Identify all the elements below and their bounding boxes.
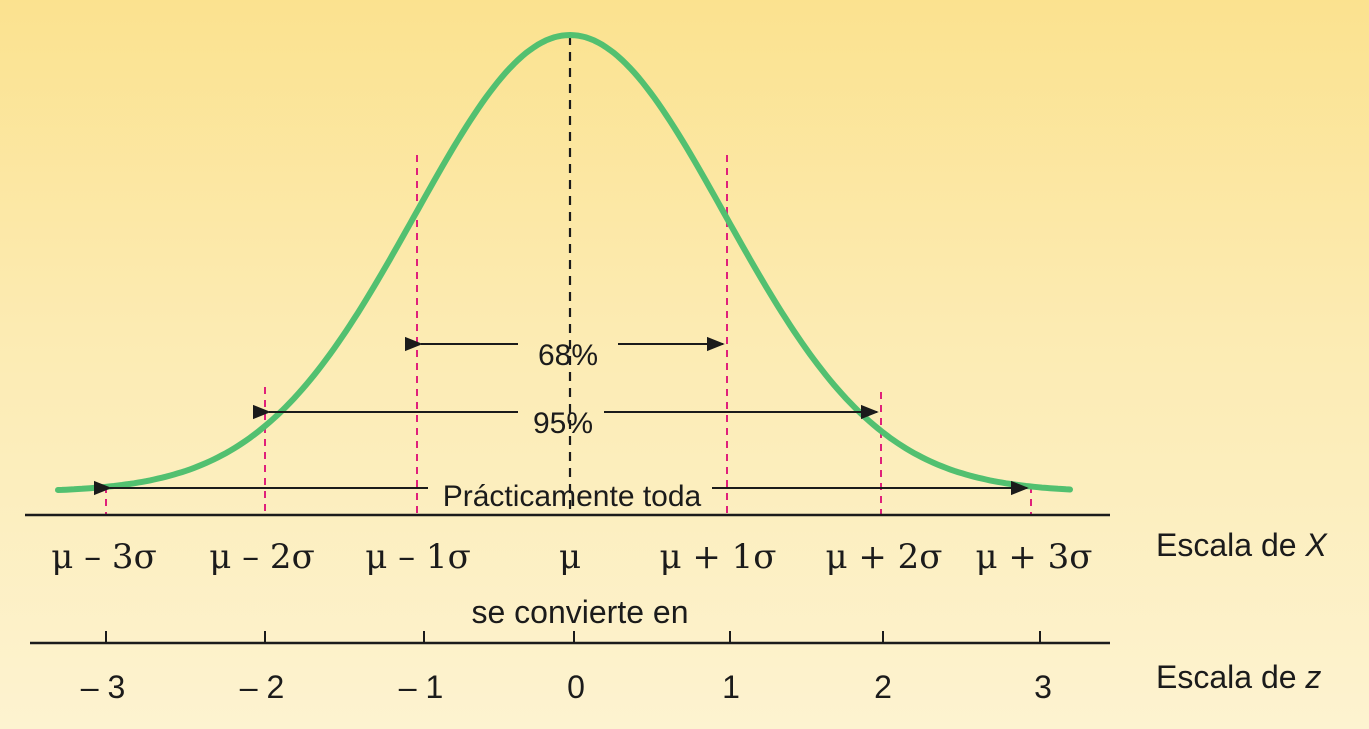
z-tick-label: – 3 xyxy=(81,669,125,705)
x-tick-label: μ – 3σ xyxy=(51,537,157,577)
z-tick-label: – 1 xyxy=(399,669,443,705)
label-95: 95% xyxy=(533,407,593,440)
x-tick-label: μ – 2σ xyxy=(209,537,315,577)
normal-curve xyxy=(55,31,1073,493)
z-tick-label: 3 xyxy=(1034,669,1052,705)
label-all: Prácticamente toda xyxy=(443,480,702,513)
x-scale-title: Escala de X xyxy=(1156,527,1328,563)
z-scale-ticks: – 3 – 2 – 1 0 1 2 3 xyxy=(81,669,1052,705)
x-tick-label: μ + 3σ xyxy=(975,537,1092,577)
x-scale-ticks: μ – 3σ μ – 2σ μ – 1σ μ μ + 1σ μ + 2σ μ +… xyxy=(51,537,1092,577)
z-tick-label: 1 xyxy=(722,669,740,705)
connector-text: se convierte en xyxy=(471,594,688,630)
x-tick-label: μ + 2σ xyxy=(825,537,942,577)
x-tick-label: μ – 1σ xyxy=(365,537,471,577)
x-tick-label: μ xyxy=(559,537,581,577)
z-scale-tick-marks xyxy=(105,631,1041,643)
x-tick-label: μ + 1σ xyxy=(659,537,776,577)
z-tick-label: 2 xyxy=(874,669,892,705)
z-scale-title: Escala de z xyxy=(1156,659,1321,695)
z-tick-label: – 2 xyxy=(240,669,284,705)
label-68: 68% xyxy=(538,339,598,372)
z-tick-label: 0 xyxy=(567,669,585,705)
